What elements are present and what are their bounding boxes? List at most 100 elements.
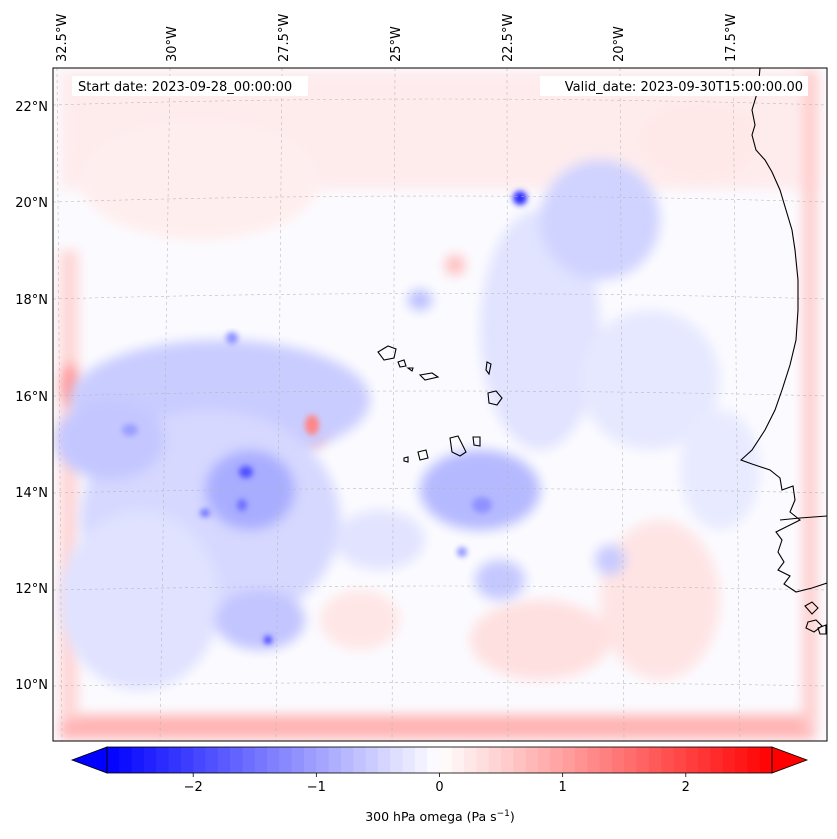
start-date-label: Start date: 2023-09-28_00:00:00 bbox=[78, 80, 292, 95]
colorbar-segment bbox=[340, 747, 354, 773]
colorbar-segment bbox=[538, 747, 551, 773]
colorbar-label: 300 hPa omega (Pa s−1) bbox=[365, 809, 515, 824]
lat-label: 12°N bbox=[15, 582, 48, 597]
omega-field-negative bbox=[55, 160, 760, 690]
colorbar-segment bbox=[390, 747, 404, 773]
lat-label: 16°N bbox=[15, 390, 48, 405]
sao-vicente-island bbox=[397, 359, 407, 368]
colorbar-segment bbox=[513, 747, 527, 773]
colorbar-segment bbox=[648, 747, 662, 773]
lon-label: 32.5°W bbox=[55, 14, 70, 62]
gambia-river bbox=[779, 515, 827, 521]
colorbar-segment bbox=[562, 747, 576, 773]
colorbar-ticks: −2 −1 0 1 2 bbox=[184, 773, 690, 795]
lat-label: 10°N bbox=[15, 678, 48, 693]
map-frame bbox=[52, 67, 828, 742]
colorbar-segment bbox=[550, 747, 564, 773]
colorbar-label-text: 300 hPa omega (Pa s bbox=[365, 809, 496, 824]
lon-label: 30°W bbox=[165, 26, 180, 62]
colorbar-segment bbox=[205, 747, 219, 773]
colorbar-segment bbox=[698, 747, 712, 773]
colorbar-segment bbox=[279, 747, 293, 773]
colorbar-segments bbox=[107, 747, 773, 773]
santiago-island bbox=[449, 435, 467, 457]
latitude-labels: 22°N 20°N 18°N 16°N 14°N 12°N 10°N bbox=[15, 100, 48, 693]
colorbar-segment bbox=[377, 747, 391, 773]
colorbar-segment bbox=[217, 747, 231, 773]
omega-field-cores bbox=[122, 191, 527, 644]
colorbar-segment bbox=[427, 747, 441, 773]
colorbar-segment bbox=[304, 747, 317, 773]
map-area: Start date: 2023-09-28_00:00:00 Valid_da… bbox=[53, 68, 827, 741]
colorbar-segment bbox=[673, 747, 687, 773]
colorbar-segment bbox=[722, 747, 736, 773]
colorbar-segment bbox=[414, 747, 428, 773]
colorbar-segment bbox=[254, 747, 268, 773]
valid-date-box bbox=[540, 76, 808, 96]
lat-label: 18°N bbox=[15, 293, 48, 308]
colorbar-segment bbox=[636, 747, 650, 773]
colorbar-segment bbox=[710, 747, 724, 773]
lat-label: 14°N bbox=[15, 486, 48, 501]
colorbar-segment bbox=[316, 747, 330, 773]
colorbar-segment bbox=[180, 747, 194, 773]
colorbar-segment bbox=[267, 747, 280, 773]
colorbar-segment bbox=[119, 747, 133, 773]
fogo-island bbox=[417, 449, 429, 461]
start-date-box bbox=[72, 76, 308, 96]
colorbar-segment bbox=[193, 747, 207, 773]
colorbar-segment bbox=[353, 747, 367, 773]
colorbar-segment bbox=[488, 747, 502, 773]
colorbar-segment bbox=[230, 747, 244, 773]
colorbar-tick-label: −1 bbox=[307, 780, 326, 795]
colorbar-label-close: ) bbox=[510, 809, 515, 824]
colorbar-segment bbox=[107, 747, 120, 773]
coastline bbox=[377, 68, 827, 635]
colorbar-segment bbox=[476, 747, 490, 773]
bijagos-islands bbox=[804, 601, 827, 635]
lon-label: 17.5°W bbox=[724, 14, 739, 62]
colorbar-segment bbox=[143, 747, 157, 773]
boa-vista-island bbox=[487, 390, 503, 406]
lat-label: 22°N bbox=[15, 100, 48, 115]
colorbar-segment bbox=[501, 747, 514, 773]
colorbar-segment bbox=[747, 747, 761, 773]
colorbar-tick-label: 1 bbox=[559, 780, 567, 795]
colorbar: −2 −1 0 1 2 300 hPa omega (Pa s−1) bbox=[70, 746, 809, 824]
sal-island bbox=[485, 361, 492, 376]
colorbar-segment bbox=[156, 747, 170, 773]
colorbar-extend-high bbox=[771, 746, 809, 774]
gridlines bbox=[53, 68, 827, 741]
colorbar-tick-label: −2 bbox=[184, 780, 203, 795]
colorbar-segment bbox=[587, 747, 601, 773]
lat-label: 20°N bbox=[15, 196, 48, 211]
maio-island bbox=[472, 436, 481, 447]
colorbar-segment bbox=[599, 747, 613, 773]
colorbar-segment bbox=[624, 747, 638, 773]
colorbar-segment bbox=[574, 747, 588, 773]
colorbar-segment bbox=[661, 747, 675, 773]
lon-label: 27.5°W bbox=[277, 14, 292, 62]
colorbar-segment bbox=[365, 747, 379, 773]
colorbar-label-exponent: −1 bbox=[497, 809, 510, 819]
colorbar-segment bbox=[611, 747, 625, 773]
colorbar-segment bbox=[291, 747, 305, 773]
santa-luzia-island bbox=[406, 367, 414, 372]
colorbar-segment bbox=[439, 747, 453, 773]
lon-label: 22.5°W bbox=[501, 14, 516, 62]
santo-antao-island bbox=[377, 345, 397, 361]
africa-coastline bbox=[739, 68, 827, 593]
colorbar-segment bbox=[759, 747, 773, 773]
colorbar-segment bbox=[242, 747, 256, 773]
colorbar-segment bbox=[685, 747, 699, 773]
colorbar-extend-low bbox=[70, 746, 108, 774]
colorbar-segment bbox=[451, 747, 465, 773]
colorbar-segment bbox=[735, 747, 748, 773]
sao-nicolau-island bbox=[418, 372, 440, 381]
valid-date-label: Valid_date: 2023-09-30T15:00:00.00 bbox=[565, 80, 803, 95]
longitude-labels: 32.5°W 30°W 27.5°W 25°W 22.5°W 20°W 17.5… bbox=[55, 14, 739, 62]
colorbar-segment bbox=[131, 747, 145, 773]
colorbar-segment bbox=[402, 747, 416, 773]
colorbar-segment bbox=[168, 747, 182, 773]
